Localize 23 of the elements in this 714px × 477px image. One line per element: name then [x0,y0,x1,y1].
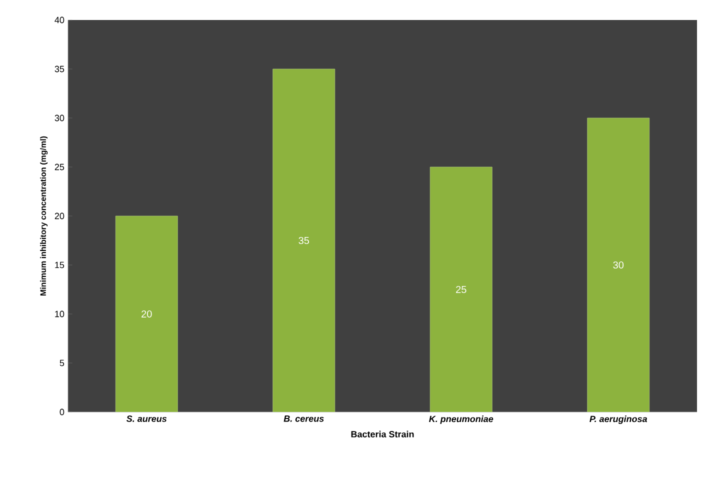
y-tick-label: 40 [54,16,64,24]
data-label: 30 [613,261,624,269]
x-tick-label: B. cereus [284,416,324,422]
y-tick-label: 30 [54,114,64,122]
y-tick-label: 35 [54,66,64,72]
bar [587,118,650,412]
bar [430,166,492,412]
y-tick-label: 10 [55,310,64,318]
data-label: 25 [456,286,466,294]
y-tick-label: 15 [55,262,64,268]
y-tick-label: 20 [54,212,64,220]
bar [272,68,336,412]
x-tick-label: S. aureus [126,416,167,422]
y-axis-title: Minimum inhibitory concentration (mg/ml) [40,136,48,296]
x-tick-label: P. aeruginosa [590,416,648,424]
x-axis-title: Bacteria Strain [351,430,414,438]
x-tick-label: K. pneumoniae [429,416,494,424]
data-label: 35 [298,236,310,244]
bar [115,216,178,412]
data-label: 20 [142,310,152,318]
y-tick-label: 25 [54,164,64,170]
y-tick-label: 5 [60,360,64,366]
y-tick-label: 0 [60,408,64,416]
